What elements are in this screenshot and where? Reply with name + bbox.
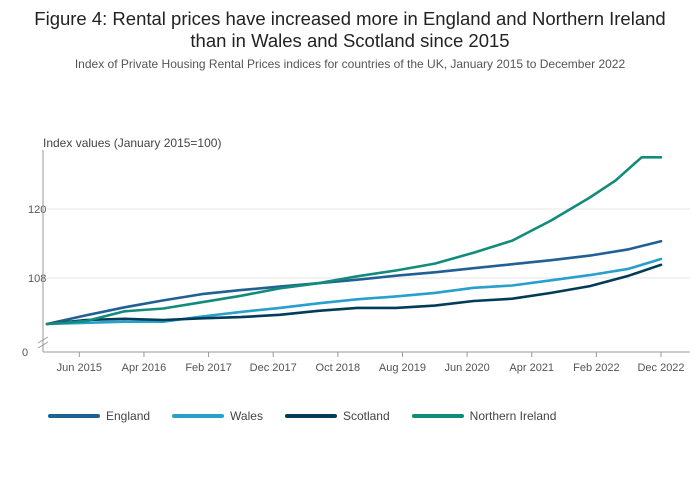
legend-item[interactable]: Wales [172, 409, 263, 423]
series-line-wales [45, 257, 663, 326]
legend-swatch [172, 414, 225, 418]
x-tick-label: Apr 2016 [122, 362, 167, 374]
legend-item[interactable]: England [48, 409, 150, 423]
chart-legend: England Wales Scotland Northern Ireland [48, 409, 578, 423]
axis-break-mark [37, 336, 49, 344]
y-tick-label: 120 [28, 204, 46, 216]
legend-label: Northern Ireland [469, 409, 557, 423]
legend-swatch [284, 414, 337, 418]
x-tick-label: Jun 2020 [444, 362, 489, 374]
x-tick-label: Aug 2019 [379, 362, 426, 374]
x-tick-label: Jun 2015 [57, 362, 102, 374]
x-tick-label: Feb 2022 [573, 362, 619, 374]
legend-label: Scotland [342, 409, 390, 423]
x-tick-label: Feb 2017 [185, 362, 231, 374]
legend-swatch [411, 414, 464, 418]
series-line-northern-ireland [45, 156, 663, 326]
legend-swatch [48, 414, 100, 418]
y-axis-label: Index values (January 2015=100) [43, 136, 222, 150]
chart-subtitle: Index of Private Housing Rental Prices i… [74, 57, 626, 71]
x-tick-label: Apr 2021 [509, 362, 554, 374]
y-tick-label: 108 [28, 273, 46, 285]
x-tick-label: Dec 2022 [637, 362, 684, 374]
chart-title: Figure 4: Rental prices have increased m… [34, 8, 666, 51]
x-tick-label: Oct 2018 [316, 362, 361, 374]
y-tick-label: 0 [22, 347, 28, 359]
series-line-scotland [45, 263, 663, 326]
legend-item[interactable]: Northern Ireland [411, 409, 557, 423]
legend-label: Wales [230, 409, 263, 423]
axis-break-mark [37, 341, 49, 349]
series-line-england [45, 239, 663, 326]
legend-item[interactable]: Scotland [284, 409, 390, 423]
legend-label: England [106, 409, 151, 423]
x-tick-label: Dec 2017 [250, 362, 297, 374]
